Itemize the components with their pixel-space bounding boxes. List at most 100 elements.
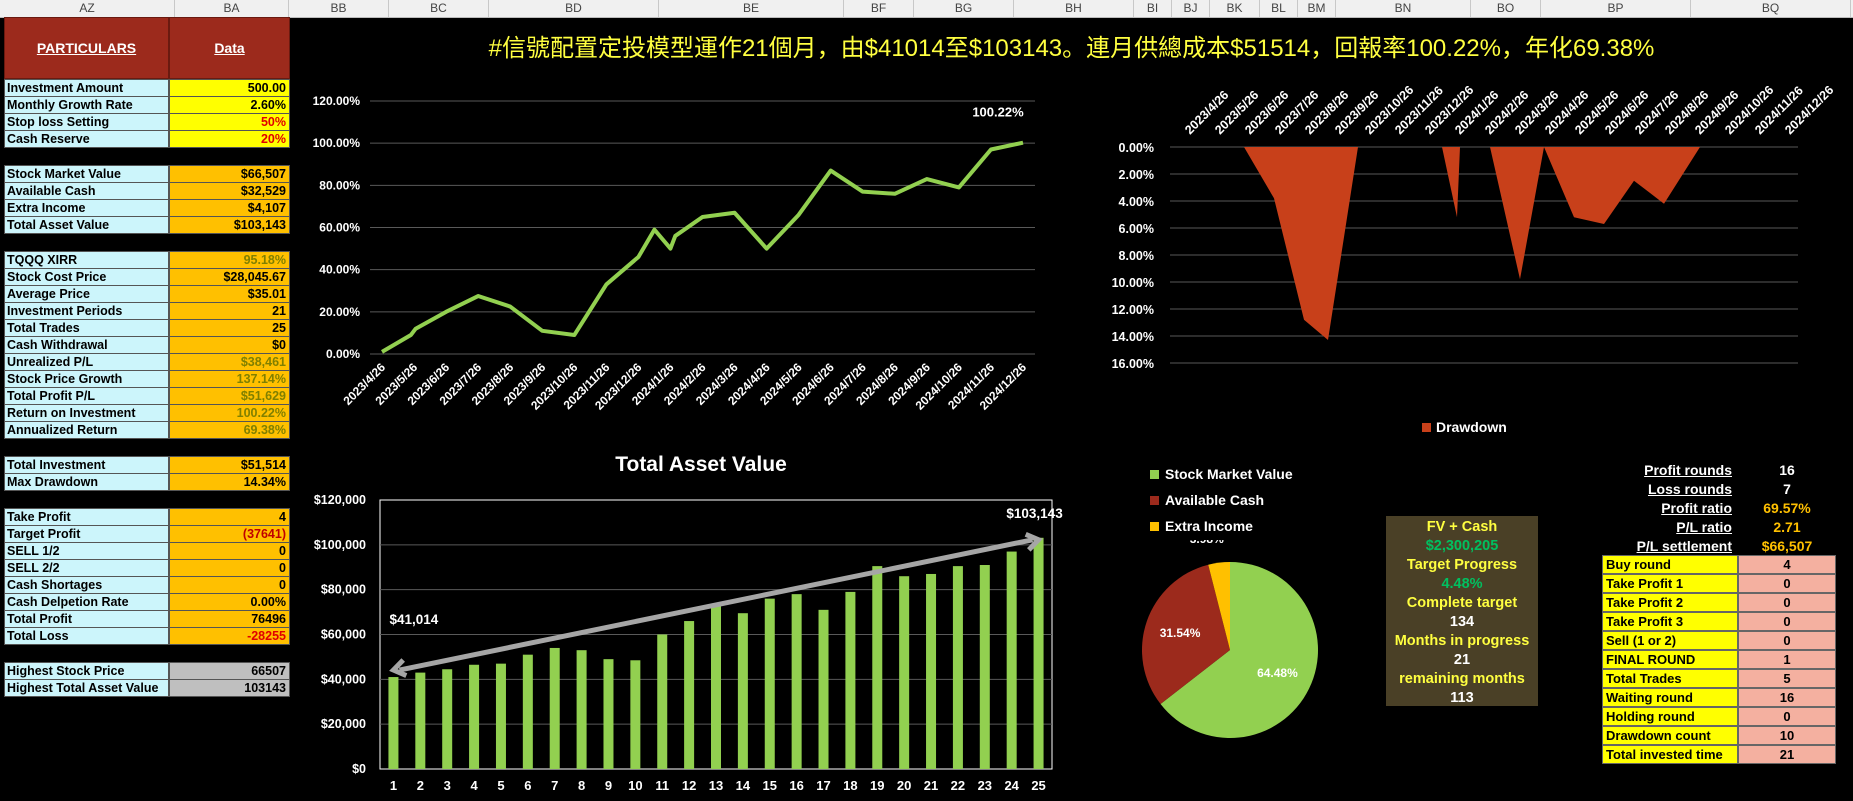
pl-stat-label[interactable]: Profit ratio — [1661, 500, 1732, 516]
round-value[interactable]: 4 — [1738, 555, 1836, 574]
round-label[interactable]: Sell (1 or 2) — [1602, 631, 1738, 650]
round-value[interactable]: 1 — [1738, 650, 1836, 669]
round-label[interactable]: Take Profit 2 — [1602, 593, 1738, 612]
column-header-cell[interactable]: BB — [289, 0, 389, 17]
column-header-cell[interactable]: BJ — [1172, 0, 1210, 17]
column-header-cell[interactable]: BD — [489, 0, 659, 17]
particulars-label[interactable]: Cash Withdrawal — [4, 336, 169, 354]
round-value[interactable]: 16 — [1738, 688, 1836, 707]
pl-stat-value[interactable]: 69.57% — [1763, 500, 1811, 516]
round-label[interactable]: Take Profit 1 — [1602, 574, 1738, 593]
round-value[interactable]: 21 — [1738, 745, 1836, 764]
column-header-cell[interactable]: AZ — [0, 0, 175, 17]
particulars-value[interactable]: (37641) — [169, 525, 290, 543]
column-header-cell[interactable]: BA — [175, 0, 289, 17]
particulars-header[interactable]: PARTICULARS — [4, 17, 169, 79]
particulars-value[interactable]: 0 — [169, 542, 290, 560]
round-label[interactable]: Total invested time — [1602, 745, 1738, 764]
particulars-label[interactable]: Total Profit — [4, 610, 169, 628]
particulars-label[interactable]: Investment Periods — [4, 302, 169, 320]
particulars-value[interactable]: $51,629 — [169, 387, 290, 405]
round-label[interactable]: FINAL ROUND — [1602, 650, 1738, 669]
pl-stat-value[interactable]: 2.71 — [1773, 519, 1801, 535]
column-header-cell[interactable]: BP — [1541, 0, 1691, 17]
particulars-label[interactable]: Unrealized P/L — [4, 353, 169, 371]
particulars-value[interactable]: -28255 — [169, 627, 290, 645]
particulars-label[interactable]: Highest Stock Price — [4, 662, 169, 680]
particulars-label[interactable]: Available Cash — [4, 182, 169, 200]
column-header-cell[interactable]: BG — [914, 0, 1014, 17]
particulars-label[interactable]: Return on Investment — [4, 404, 169, 422]
round-label[interactable]: Holding round — [1602, 707, 1738, 726]
particulars-label[interactable]: Cash Reserve — [4, 130, 169, 148]
particulars-label[interactable]: Stock Price Growth — [4, 370, 169, 388]
particulars-label[interactable]: Total Loss — [4, 627, 169, 645]
particulars-value[interactable]: $51,514 — [169, 456, 290, 474]
particulars-value[interactable]: $66,507 — [169, 165, 290, 183]
column-header-cell[interactable]: BK — [1210, 0, 1260, 17]
round-value[interactable]: 0 — [1738, 612, 1836, 631]
particulars-label[interactable]: Total Investment — [4, 456, 169, 474]
particulars-value[interactable]: 2.60% — [169, 96, 290, 114]
pl-stat-value[interactable]: 16 — [1779, 462, 1795, 478]
particulars-value[interactable]: 14.34% — [169, 473, 290, 491]
particulars-value[interactable]: $4,107 — [169, 199, 290, 217]
round-value[interactable]: 0 — [1738, 574, 1836, 593]
pl-stat-label[interactable]: Loss rounds — [1647, 481, 1732, 497]
particulars-label[interactable]: Target Profit — [4, 525, 169, 543]
particulars-value[interactable]: 4 — [169, 508, 290, 526]
particulars-value[interactable]: 500.00 — [169, 79, 290, 97]
particulars-label[interactable]: Monthly Growth Rate — [4, 96, 169, 114]
particulars-value[interactable]: 66507 — [169, 662, 290, 680]
particulars-value[interactable]: 25 — [169, 319, 290, 337]
particulars-label[interactable]: SELL 2/2 — [4, 559, 169, 577]
particulars-value[interactable]: 100.22% — [169, 404, 290, 422]
particulars-value[interactable]: 95.18% — [169, 251, 290, 269]
particulars-value[interactable]: $38,461 — [169, 353, 290, 371]
round-label[interactable]: Total Trades — [1602, 669, 1738, 688]
pl-stat-value[interactable]: 7 — [1783, 481, 1791, 497]
column-header-cell[interactable]: BL — [1260, 0, 1298, 17]
round-value[interactable]: 5 — [1738, 669, 1836, 688]
particulars-value[interactable]: 0.00% — [169, 593, 290, 611]
particulars-label[interactable]: Annualized Return — [4, 421, 169, 439]
pl-stat-value[interactable]: $66,507 — [1761, 538, 1813, 554]
particulars-value[interactable]: 0 — [169, 576, 290, 594]
particulars-label[interactable]: Highest Total Asset Value — [4, 679, 169, 697]
particulars-label[interactable]: Average Price — [4, 285, 169, 303]
particulars-value[interactable]: 103143 — [169, 679, 290, 697]
column-header-cell[interactable]: BE — [659, 0, 844, 17]
round-label[interactable]: Buy round — [1602, 555, 1738, 574]
particulars-value[interactable]: 69.38% — [169, 421, 290, 439]
column-header-cell[interactable]: BN — [1336, 0, 1471, 17]
data-header[interactable]: Data — [169, 17, 290, 79]
column-header-cell[interactable]: BC — [389, 0, 489, 17]
particulars-value[interactable]: 21 — [169, 302, 290, 320]
particulars-label[interactable]: Cash Delpetion Rate — [4, 593, 169, 611]
column-header-cell[interactable]: BO — [1471, 0, 1541, 17]
particulars-label[interactable]: Investment Amount — [4, 79, 169, 97]
particulars-value[interactable]: $103,143 — [169, 216, 290, 234]
particulars-label[interactable]: Total Asset Value — [4, 216, 169, 234]
round-value[interactable]: 0 — [1738, 631, 1836, 650]
particulars-label[interactable]: Stop loss Setting — [4, 113, 169, 131]
particulars-value[interactable]: $32,529 — [169, 182, 290, 200]
particulars-value[interactable]: $35.01 — [169, 285, 290, 303]
particulars-label[interactable]: Total Profit P/L — [4, 387, 169, 405]
pl-stat-label[interactable]: P/L settlement — [1636, 538, 1732, 554]
particulars-label[interactable]: Total Trades — [4, 319, 169, 337]
round-value[interactable]: 10 — [1738, 726, 1836, 745]
round-label[interactable]: Take Profit 3 — [1602, 612, 1738, 631]
particulars-label[interactable]: TQQQ XIRR — [4, 251, 169, 269]
particulars-value[interactable]: 20% — [169, 130, 290, 148]
pl-stat-label[interactable]: P/L ratio — [1676, 519, 1732, 535]
column-header-cell[interactable]: BQ — [1691, 0, 1851, 17]
column-header-cell[interactable]: BF — [844, 0, 914, 17]
particulars-label[interactable]: Stock Market Value — [4, 165, 169, 183]
particulars-label[interactable]: Stock Cost Price — [4, 268, 169, 286]
pl-stat-label[interactable]: Profit rounds — [1644, 462, 1732, 478]
round-value[interactable]: 0 — [1738, 593, 1836, 612]
particulars-label[interactable]: SELL 1/2 — [4, 542, 169, 560]
particulars-value[interactable]: 0 — [169, 559, 290, 577]
round-label[interactable]: Waiting round — [1602, 688, 1738, 707]
